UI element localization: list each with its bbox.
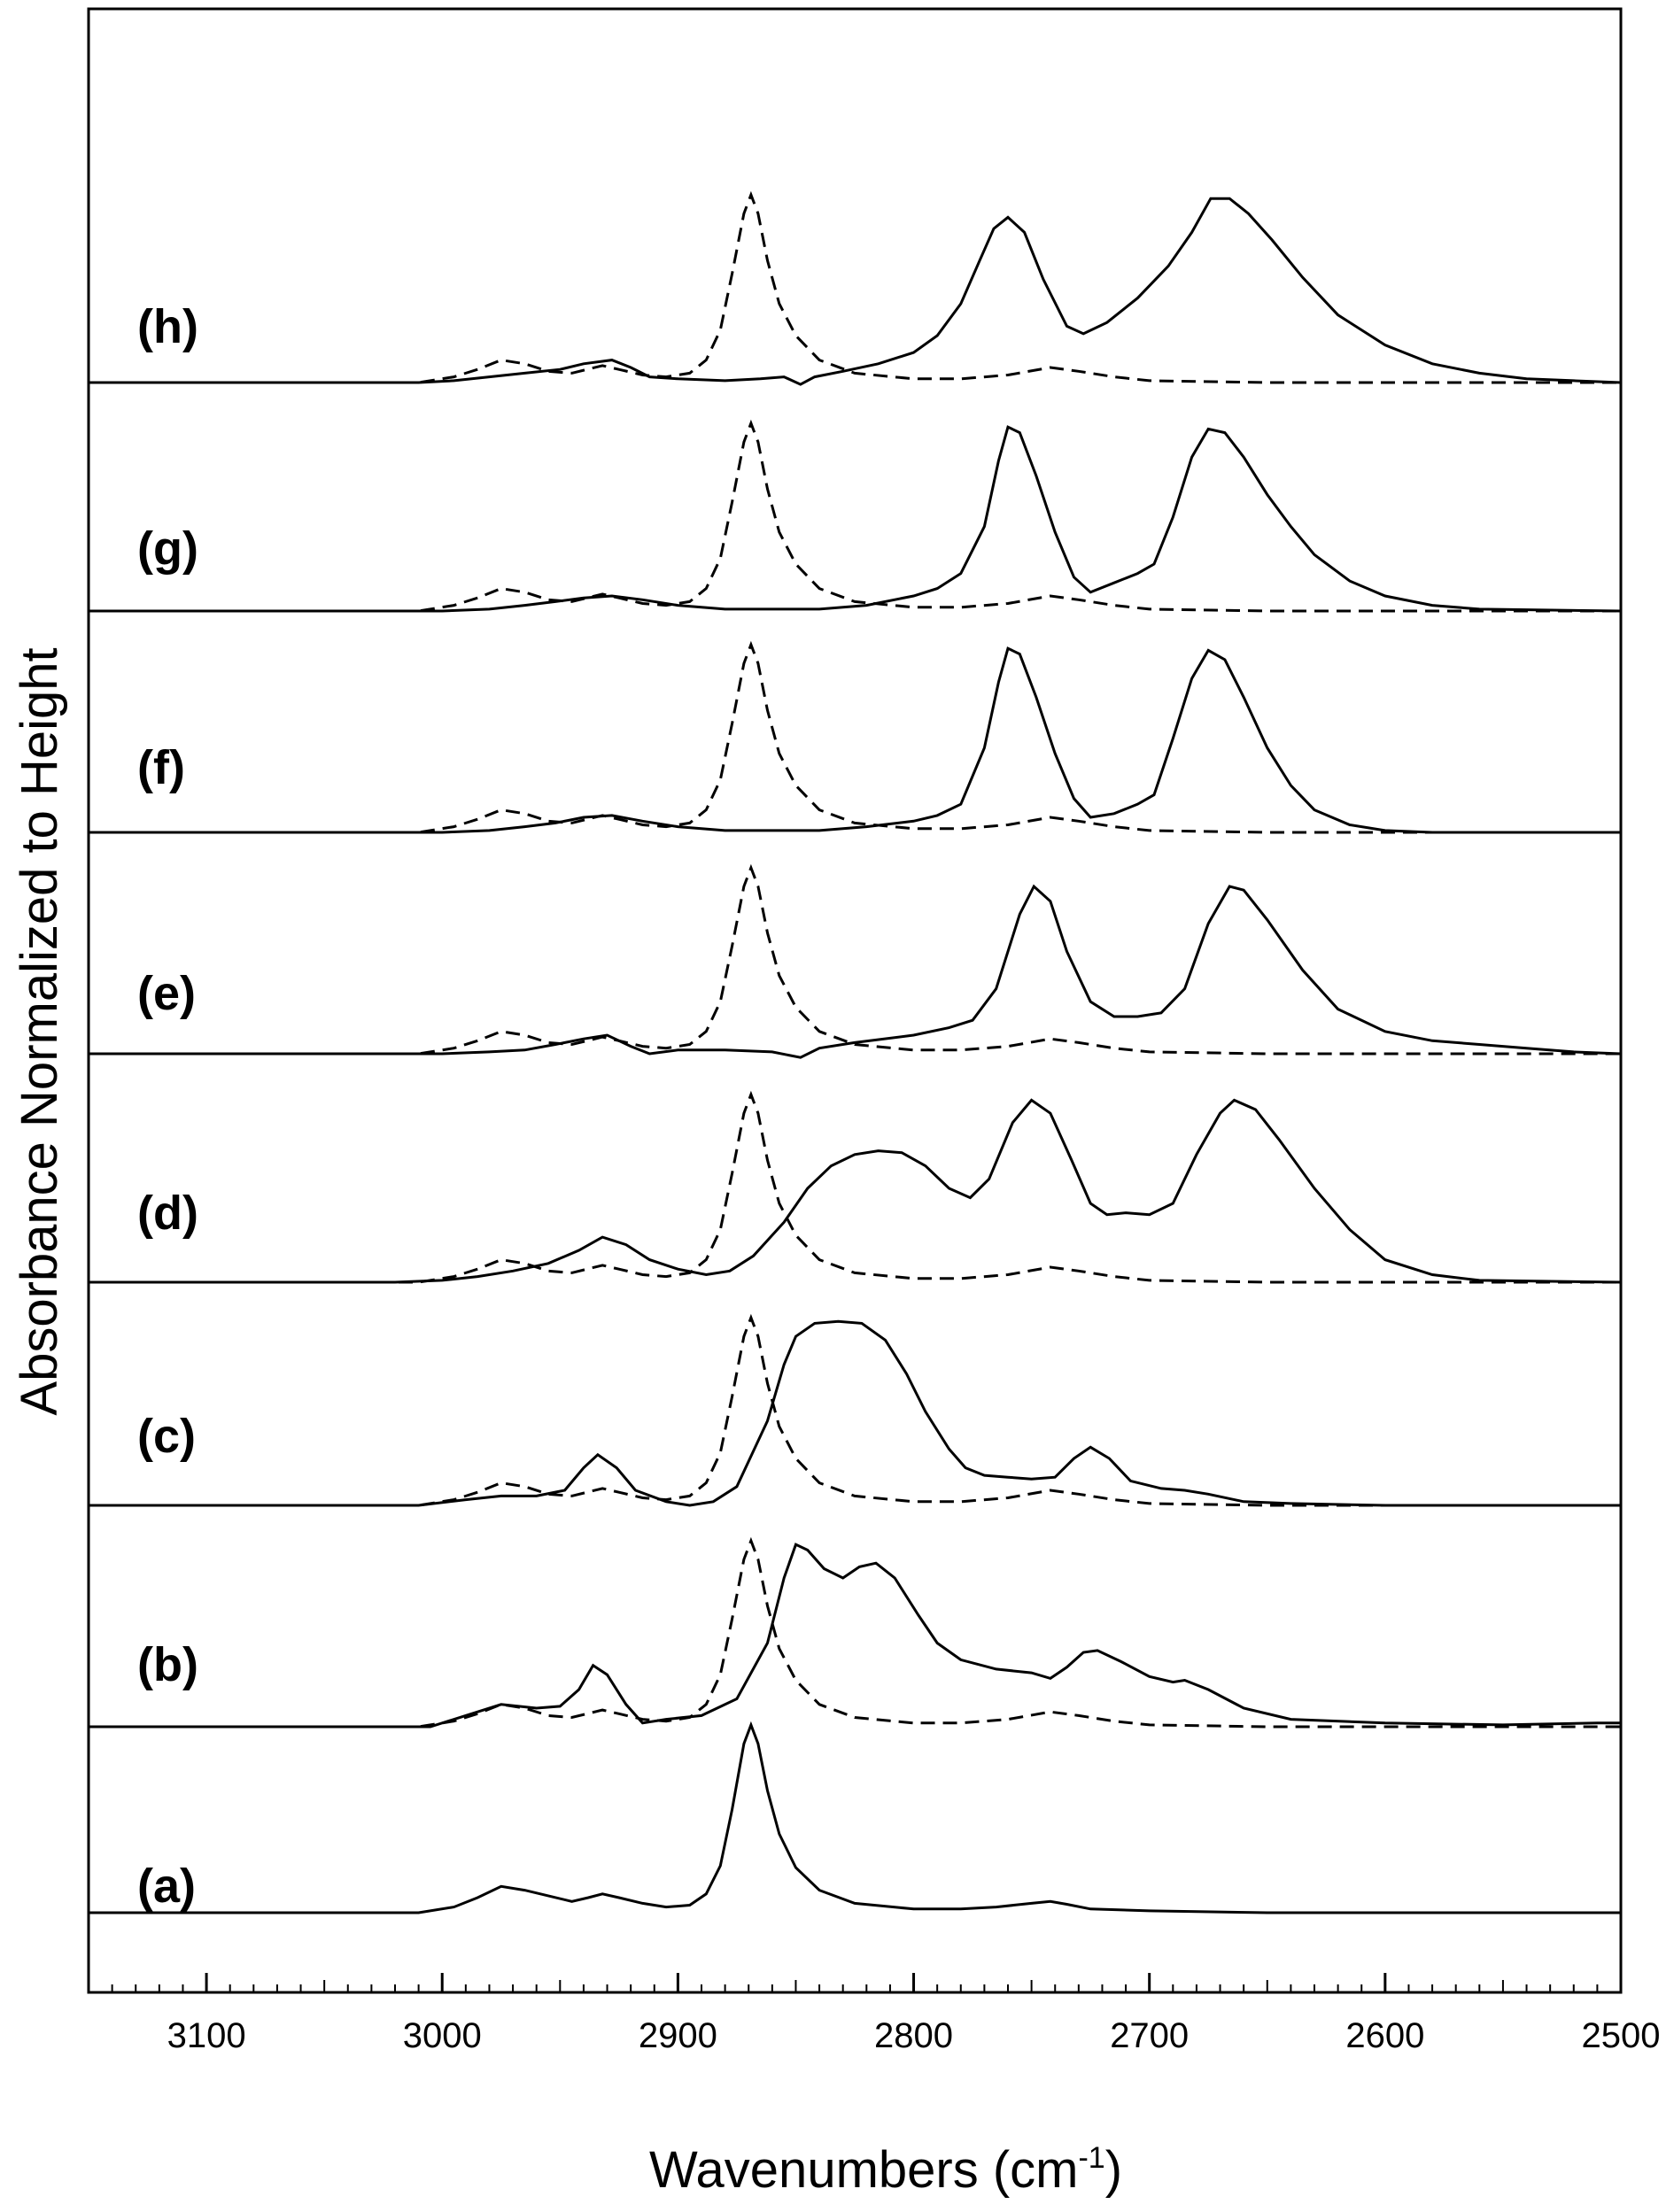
solid-spectrum-g xyxy=(89,425,1622,613)
dashed-spectrum-g xyxy=(89,419,1621,613)
x-axis-tick-labels: 3100 3000 2900 2800 2700 2600 2500 xyxy=(167,2016,1661,2055)
dashed-spectrum-f xyxy=(89,640,1621,834)
x-axis-ticks xyxy=(88,1973,1623,1992)
series-layer xyxy=(89,190,1622,1914)
panel-label-c: (c) xyxy=(137,1410,196,1463)
x-tick-label: 2700 xyxy=(1110,2016,1189,2055)
x-tick-label: 3100 xyxy=(167,2016,246,2055)
x-tick-label: 2500 xyxy=(1582,2016,1661,2055)
panel-label-g: (g) xyxy=(137,522,198,576)
panel-label-e: (e) xyxy=(137,967,196,1020)
x-axis-title-text: Wavenumbers (cm xyxy=(649,2141,1079,2199)
y-axis-title: Absorbance Normalized to Height xyxy=(11,647,68,1415)
x-tick-label: 2800 xyxy=(874,2016,953,2055)
dashed-spectrum-e xyxy=(89,863,1621,1056)
dashed-spectrum-c xyxy=(89,1313,1621,1507)
plot-frame xyxy=(87,7,1623,1994)
panel-label-h: (h) xyxy=(137,300,198,353)
dashed-spectrum-h xyxy=(89,190,1621,384)
panel-label-d: (d) xyxy=(137,1187,198,1240)
dashed-spectrum-b xyxy=(89,1536,1621,1729)
solid-spectrum-f xyxy=(89,646,1621,834)
panel-labels: (a) (b) (c) (d) (e) (f) (g) (h) xyxy=(137,300,198,1913)
x-tick-label: 2900 xyxy=(639,2016,717,2055)
x-tick-label: 2600 xyxy=(1345,2016,1424,2055)
solid-spectrum-d xyxy=(89,1098,1622,1284)
x-axis-title-close: ) xyxy=(1105,2141,1122,2199)
x-axis-title: Wavenumbers (cm-1) xyxy=(649,2141,1122,2199)
solid-spectrum-c xyxy=(89,1319,1621,1507)
solid-spectrum-a xyxy=(89,1721,1621,1914)
dashed-spectrum-d xyxy=(89,1090,1621,1284)
panel-label-f: (f) xyxy=(137,741,185,794)
solid-spectrum-h xyxy=(89,197,1622,386)
solid-spectrum-b xyxy=(89,1543,1621,1729)
x-axis-title-superscript: -1 xyxy=(1078,2141,1104,2175)
x-tick-label: 3000 xyxy=(403,2016,482,2055)
solid-spectrum-e xyxy=(89,884,1622,1059)
panel-label-b: (b) xyxy=(137,1638,198,1691)
panel-label-a: (a) xyxy=(137,1860,196,1913)
